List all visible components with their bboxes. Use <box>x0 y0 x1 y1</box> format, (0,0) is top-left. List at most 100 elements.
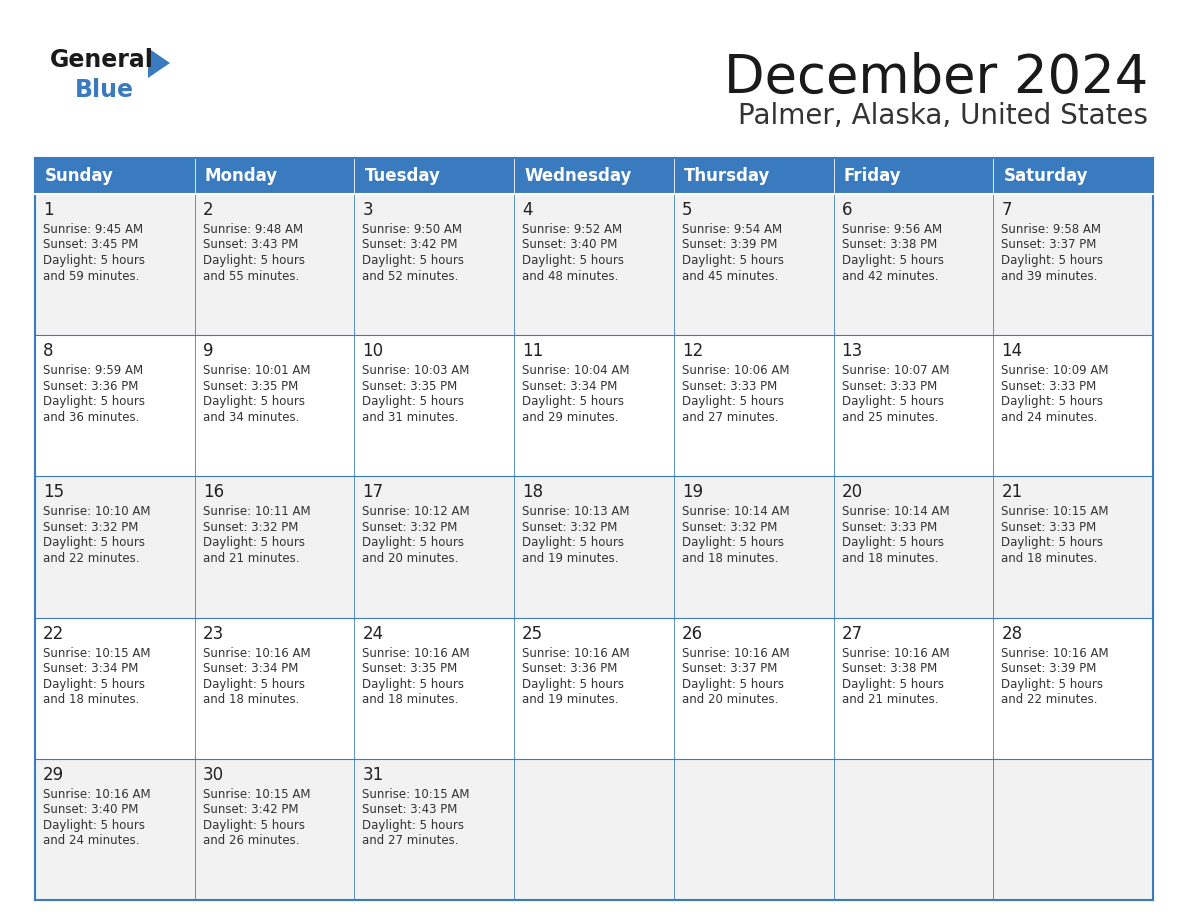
Text: Monday: Monday <box>204 167 278 185</box>
Text: Sunset: 3:34 PM: Sunset: 3:34 PM <box>203 662 298 675</box>
Text: 26: 26 <box>682 624 703 643</box>
Bar <box>34 759 195 900</box>
Text: and 31 minutes.: and 31 minutes. <box>362 410 459 424</box>
Text: Sunrise: 10:16 AM: Sunrise: 10:16 AM <box>841 646 949 660</box>
Text: Sunrise: 10:12 AM: Sunrise: 10:12 AM <box>362 506 470 519</box>
Text: 24: 24 <box>362 624 384 643</box>
Bar <box>834 158 993 194</box>
Bar <box>993 759 1154 900</box>
Bar <box>195 759 354 900</box>
Text: Daylight: 5 hours: Daylight: 5 hours <box>1001 396 1104 409</box>
Bar <box>993 158 1154 194</box>
Text: Sunday: Sunday <box>45 167 114 185</box>
Text: Sunrise: 10:16 AM: Sunrise: 10:16 AM <box>1001 646 1108 660</box>
Text: 17: 17 <box>362 484 384 501</box>
Text: and 18 minutes.: and 18 minutes. <box>362 693 459 706</box>
Text: Sunset: 3:40 PM: Sunset: 3:40 PM <box>523 239 618 252</box>
Bar <box>34 618 195 759</box>
Text: December 2024: December 2024 <box>723 52 1148 104</box>
Text: Sunset: 3:38 PM: Sunset: 3:38 PM <box>841 239 937 252</box>
Bar <box>514 476 674 618</box>
Text: 7: 7 <box>1001 201 1012 219</box>
Text: Sunrise: 9:52 AM: Sunrise: 9:52 AM <box>523 223 623 236</box>
Text: and 25 minutes.: and 25 minutes. <box>841 410 939 424</box>
Text: and 18 minutes.: and 18 minutes. <box>1001 552 1098 565</box>
Text: Daylight: 5 hours: Daylight: 5 hours <box>682 396 784 409</box>
Bar <box>34 476 195 618</box>
Text: Sunset: 3:35 PM: Sunset: 3:35 PM <box>203 380 298 393</box>
Bar <box>195 194 354 335</box>
Text: Palmer, Alaska, United States: Palmer, Alaska, United States <box>738 102 1148 130</box>
Bar <box>195 618 354 759</box>
Text: 25: 25 <box>523 624 543 643</box>
Bar <box>354 618 514 759</box>
Text: and 18 minutes.: and 18 minutes. <box>682 552 778 565</box>
Text: 12: 12 <box>682 342 703 360</box>
Text: and 18 minutes.: and 18 minutes. <box>841 552 939 565</box>
Bar <box>674 618 834 759</box>
Bar <box>993 335 1154 476</box>
Text: Daylight: 5 hours: Daylight: 5 hours <box>1001 254 1104 267</box>
Text: Sunset: 3:38 PM: Sunset: 3:38 PM <box>841 662 937 675</box>
Text: Sunrise: 10:06 AM: Sunrise: 10:06 AM <box>682 364 789 377</box>
Text: Sunrise: 10:16 AM: Sunrise: 10:16 AM <box>362 646 470 660</box>
Text: 3: 3 <box>362 201 373 219</box>
Text: 14: 14 <box>1001 342 1023 360</box>
Text: Sunset: 3:36 PM: Sunset: 3:36 PM <box>523 662 618 675</box>
Text: and 24 minutes.: and 24 minutes. <box>1001 410 1098 424</box>
Bar <box>354 759 514 900</box>
Text: Sunset: 3:35 PM: Sunset: 3:35 PM <box>362 662 457 675</box>
Text: 16: 16 <box>203 484 223 501</box>
Text: 19: 19 <box>682 484 703 501</box>
Text: Sunset: 3:39 PM: Sunset: 3:39 PM <box>682 239 777 252</box>
Text: Sunset: 3:37 PM: Sunset: 3:37 PM <box>1001 239 1097 252</box>
Text: Sunset: 3:33 PM: Sunset: 3:33 PM <box>682 380 777 393</box>
Text: Sunrise: 10:15 AM: Sunrise: 10:15 AM <box>203 788 310 800</box>
Text: Sunrise: 10:11 AM: Sunrise: 10:11 AM <box>203 506 310 519</box>
Bar <box>674 194 834 335</box>
Text: Daylight: 5 hours: Daylight: 5 hours <box>43 819 145 832</box>
Text: Sunrise: 9:58 AM: Sunrise: 9:58 AM <box>1001 223 1101 236</box>
Text: Sunset: 3:40 PM: Sunset: 3:40 PM <box>43 803 138 816</box>
Text: and 27 minutes.: and 27 minutes. <box>362 834 459 847</box>
Bar <box>514 158 674 194</box>
Text: Sunset: 3:33 PM: Sunset: 3:33 PM <box>841 521 937 534</box>
Text: 8: 8 <box>43 342 53 360</box>
Bar <box>993 618 1154 759</box>
Text: Daylight: 5 hours: Daylight: 5 hours <box>841 396 943 409</box>
Bar <box>195 476 354 618</box>
Text: Sunrise: 10:04 AM: Sunrise: 10:04 AM <box>523 364 630 377</box>
Bar <box>674 158 834 194</box>
Bar <box>834 618 993 759</box>
Text: Sunset: 3:34 PM: Sunset: 3:34 PM <box>523 380 618 393</box>
Text: Daylight: 5 hours: Daylight: 5 hours <box>682 536 784 549</box>
Text: 2: 2 <box>203 201 214 219</box>
Text: Blue: Blue <box>75 78 134 102</box>
Text: and 20 minutes.: and 20 minutes. <box>362 552 459 565</box>
Text: Sunset: 3:32 PM: Sunset: 3:32 PM <box>523 521 618 534</box>
Text: Sunset: 3:42 PM: Sunset: 3:42 PM <box>203 803 298 816</box>
Text: 31: 31 <box>362 766 384 784</box>
Text: and 29 minutes.: and 29 minutes. <box>523 410 619 424</box>
Text: and 21 minutes.: and 21 minutes. <box>203 552 299 565</box>
Text: Daylight: 5 hours: Daylight: 5 hours <box>362 677 465 690</box>
Text: 4: 4 <box>523 201 532 219</box>
Text: Daylight: 5 hours: Daylight: 5 hours <box>203 396 304 409</box>
Text: Daylight: 5 hours: Daylight: 5 hours <box>203 819 304 832</box>
Bar <box>354 158 514 194</box>
Text: Sunset: 3:43 PM: Sunset: 3:43 PM <box>362 803 457 816</box>
Text: Daylight: 5 hours: Daylight: 5 hours <box>203 677 304 690</box>
Text: Sunset: 3:33 PM: Sunset: 3:33 PM <box>841 380 937 393</box>
Bar <box>834 335 993 476</box>
Text: 23: 23 <box>203 624 225 643</box>
Text: Sunrise: 10:14 AM: Sunrise: 10:14 AM <box>841 506 949 519</box>
Text: 29: 29 <box>43 766 64 784</box>
Text: and 18 minutes.: and 18 minutes. <box>203 693 299 706</box>
Bar <box>354 194 514 335</box>
Bar <box>674 335 834 476</box>
Text: and 52 minutes.: and 52 minutes. <box>362 270 459 283</box>
Text: Wednesday: Wednesday <box>524 167 632 185</box>
Text: and 18 minutes.: and 18 minutes. <box>43 693 139 706</box>
Text: Daylight: 5 hours: Daylight: 5 hours <box>203 536 304 549</box>
Text: Sunrise: 10:16 AM: Sunrise: 10:16 AM <box>523 646 630 660</box>
